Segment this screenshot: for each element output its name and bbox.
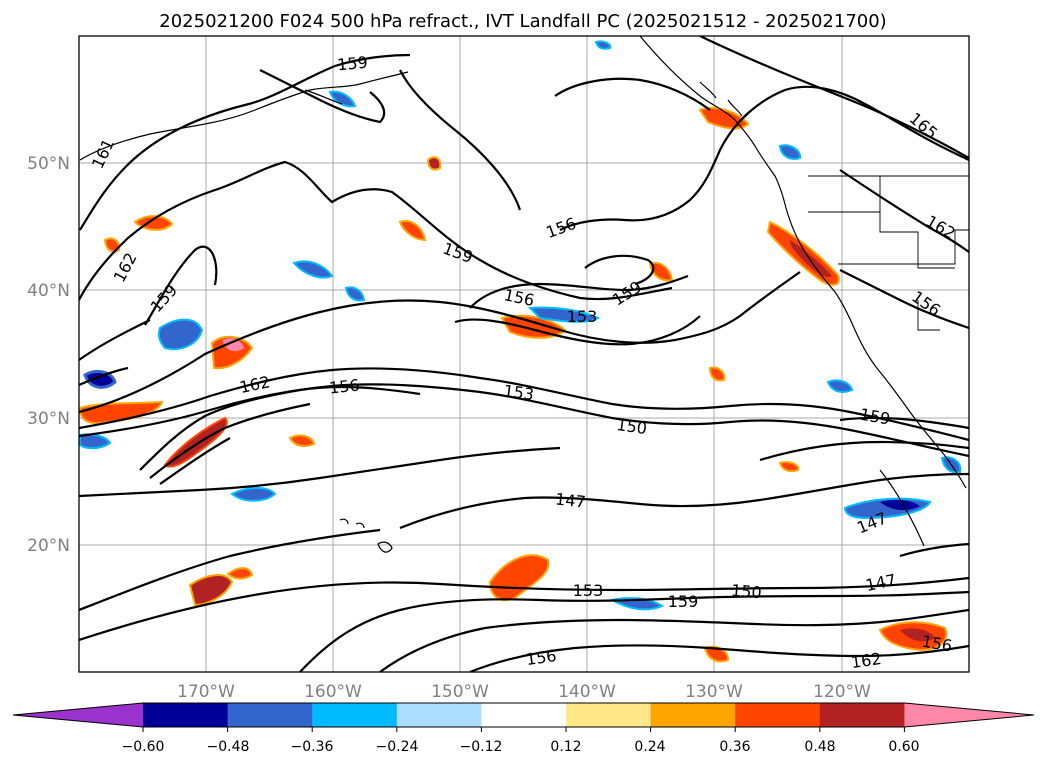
longitude-labels: 170°W 160°W 150°W 140°W 130°W 120°W [177,682,871,702]
latitude-labels: 50°N 40°N 30°N 20°N [27,154,70,556]
contour-label: 159 [668,592,699,611]
colorbar-segment [481,703,567,727]
colorbar-tick-label: 0.24 [634,739,665,755]
colorbar-tick-label: −0.48 [207,739,250,755]
colorbar-segment [735,703,821,727]
lat-label: 20°N [27,536,70,556]
map-title: 2025021200 F024 500 hPa refract., IVT La… [159,11,886,32]
colorbar-segment [143,703,229,727]
colorbar-segment [227,703,313,727]
colorbar-tick-label: 0.48 [804,739,835,755]
colorbar-segment [819,703,905,727]
contour-label: 153 [573,581,604,600]
colorbar-tick-label: 0.12 [550,739,581,755]
lon-label: 150°W [431,682,489,702]
colorbar-extend-low [13,703,143,727]
contour-label: 159 [336,53,368,75]
lon-label: 170°W [177,682,235,702]
map-frame [78,35,970,673]
colorbar-tick-label: 0.36 [719,739,750,755]
colorbar-segment [396,703,482,727]
colorbar-tick-label: −0.36 [291,739,334,755]
colorbar-tick-label: 0.60 [888,739,919,755]
colorbar-segment [650,703,736,727]
contour-label: 147 [554,489,586,511]
colorbar-tick-labels: −0.60 −0.48 −0.36 −0.24 −0.12 0.12 0.24 … [122,739,920,755]
contour-label: 153 [567,307,598,326]
lat-label: 50°N [27,154,70,174]
colorbar-tick-label: −0.12 [460,739,503,755]
lon-label: 130°W [685,682,743,702]
contour-label: 156 [525,646,558,669]
height-contours [79,36,969,672]
colorbar-tick-label: −0.60 [122,739,165,755]
lat-label: 40°N [27,281,70,301]
lat-label: 30°N [27,409,70,429]
lon-label: 160°W [304,682,362,702]
lon-label: 140°W [558,682,616,702]
political-borders [808,175,969,331]
colorbar-segment [312,703,398,727]
shaded-anomaly-patches [79,40,962,663]
colorbar-tick-label: −0.24 [376,739,419,755]
contour-label: 150 [615,415,648,438]
contour-label: 156 [328,375,360,397]
contour-label: 162 [850,649,883,672]
graticule [79,36,969,672]
colorbar [12,702,1035,732]
colorbar-segment [566,703,652,727]
lon-label: 120°W [813,682,871,702]
contour-label: 150 [730,581,762,603]
contour-label: 153 [502,381,535,404]
colorbar-extend-high [904,703,1034,727]
